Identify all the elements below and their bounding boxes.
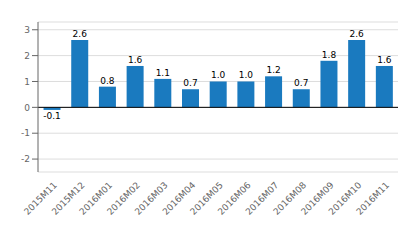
svg-text:0: 0 [24,103,30,113]
svg-text:2.6: 2.6 [349,29,364,39]
svg-text:1.8: 1.8 [322,50,337,60]
svg-text:2016M03: 2016M03 [132,180,170,217]
svg-text:2015M11: 2015M11 [22,180,59,217]
svg-text:1.1: 1.1 [156,68,170,78]
svg-text:2016M10: 2016M10 [326,180,364,217]
svg-text:2016M09: 2016M09 [299,180,336,217]
svg-text:0.7: 0.7 [294,78,308,88]
svg-text:1.6: 1.6 [128,55,143,65]
svg-text:1.6: 1.6 [377,55,392,65]
svg-text:2016M06: 2016M06 [215,180,253,217]
svg-text:2.6: 2.6 [73,29,88,39]
svg-text:-1: -1 [21,128,30,138]
svg-text:2016M05: 2016M05 [188,180,226,217]
svg-text:-2: -2 [21,154,30,164]
svg-text:1.0: 1.0 [211,70,226,80]
svg-text:2016M02: 2016M02 [105,180,142,217]
svg-text:2016M11: 2016M11 [354,180,391,217]
svg-text:3: 3 [24,25,30,35]
svg-text:2: 2 [24,51,30,61]
svg-text:2016M07: 2016M07 [243,180,281,217]
svg-text:1.0: 1.0 [239,70,254,80]
svg-text:1.2: 1.2 [266,65,280,75]
svg-text:0.7: 0.7 [183,78,197,88]
svg-text:2016M01: 2016M01 [77,180,115,217]
svg-text:2016M04: 2016M04 [160,180,198,217]
svg-text:2015M12: 2015M12 [49,180,87,217]
svg-text:0.8: 0.8 [100,76,115,86]
svg-text:-0.1: -0.1 [43,111,61,121]
svg-text:2016M08: 2016M08 [271,180,309,217]
svg-text:1: 1 [24,77,30,87]
